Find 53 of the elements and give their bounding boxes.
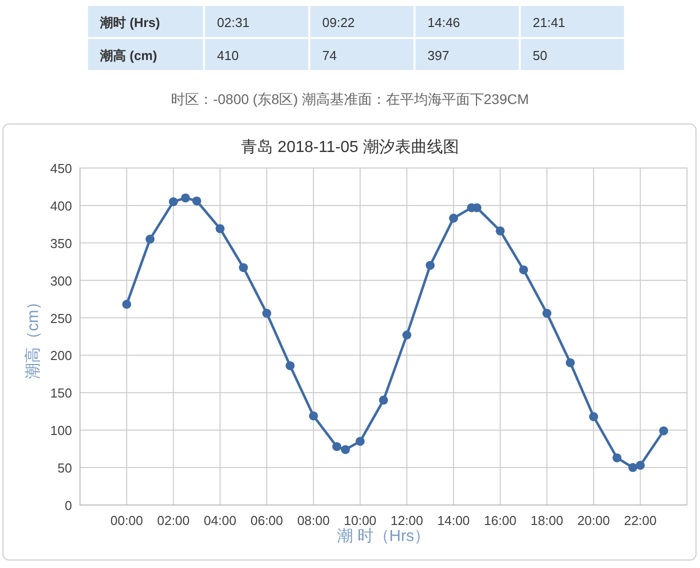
y-tick-label: 250 bbox=[50, 310, 72, 326]
y-tick-label: 200 bbox=[50, 348, 72, 364]
point bbox=[356, 436, 365, 446]
point bbox=[449, 214, 458, 223]
table: 潮时 (Hrs) 02:31 09:22 14:46 21:41 潮高 (cm) 410 74 397 50 bbox=[88, 6, 624, 70]
y-tick-label: 100 bbox=[50, 423, 72, 438]
point bbox=[168, 197, 178, 206]
point bbox=[216, 224, 225, 234]
point bbox=[628, 463, 638, 472]
x-tick-label: 14:00 bbox=[437, 513, 470, 528]
point bbox=[612, 453, 622, 462]
point bbox=[519, 265, 528, 274]
y-tick-label: 450 bbox=[50, 161, 72, 176]
point bbox=[238, 263, 248, 272]
point bbox=[192, 196, 202, 206]
y-tick-label: 0 bbox=[64, 498, 72, 513]
point bbox=[122, 300, 132, 309]
y-tick-label: 400 bbox=[50, 198, 72, 214]
x-tick-label: 18:00 bbox=[530, 513, 564, 528]
x-tick-label: 20:00 bbox=[577, 513, 610, 528]
point bbox=[426, 260, 435, 270]
point bbox=[340, 445, 350, 454]
y-tick-label: 50 bbox=[58, 460, 72, 476]
point bbox=[402, 330, 412, 340]
y-tick-label: 150 bbox=[50, 386, 72, 401]
x-tick-label: 02:00 bbox=[157, 513, 190, 528]
point bbox=[566, 358, 575, 368]
point bbox=[589, 412, 598, 422]
x-tick-label: 16:00 bbox=[484, 513, 517, 528]
text: 时区：-0800 (东8区) 潮高基准面：在平均海平面下239CM bbox=[171, 91, 529, 107]
x-tick-label: 08:00 bbox=[297, 513, 330, 528]
y-tick-label: 350 bbox=[50, 236, 72, 251]
point bbox=[286, 361, 295, 370]
y-tick-label: 300 bbox=[50, 273, 72, 288]
chart-title: 青岛 2018-11-05 潮汐表曲线图 bbox=[241, 138, 459, 156]
point bbox=[379, 396, 388, 405]
x-tick-label: 10:00 bbox=[344, 513, 376, 528]
point bbox=[332, 442, 342, 452]
point bbox=[636, 460, 645, 470]
x-axis-title: 潮 时（Hrs） bbox=[336, 527, 430, 545]
y-axis-title: 潮高（cm） bbox=[24, 294, 42, 380]
point bbox=[542, 308, 552, 318]
point bbox=[659, 426, 668, 436]
x-tick-label: 22:00 bbox=[624, 513, 657, 528]
point bbox=[496, 226, 505, 236]
point bbox=[146, 234, 155, 244]
point bbox=[181, 193, 190, 202]
point bbox=[308, 411, 318, 420]
x-tick-label: 12:00 bbox=[390, 513, 424, 528]
point bbox=[262, 308, 272, 318]
x-tick-label: 04:00 bbox=[204, 513, 236, 528]
x-tick-label: 06:00 bbox=[250, 513, 284, 528]
x-tick-label: 00:00 bbox=[110, 513, 143, 528]
